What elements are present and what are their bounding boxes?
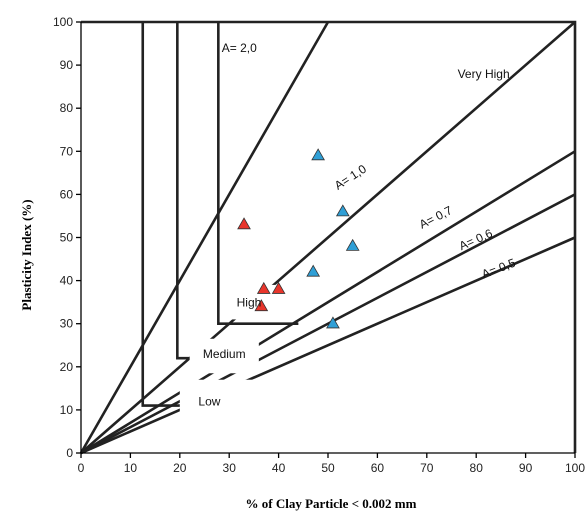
y-tick-label: 90 <box>60 58 74 72</box>
y-tick-label: 50 <box>60 231 74 245</box>
data-point <box>256 281 271 294</box>
activity-line <box>80 150 576 455</box>
x-tick-label: 40 <box>272 461 286 475</box>
zone-boundary <box>141 22 190 407</box>
zone-label: High <box>237 295 262 309</box>
x-tick-label: 50 <box>321 461 335 475</box>
zone-label: Low <box>198 395 220 409</box>
data-point <box>326 316 340 329</box>
zone-label: Medium <box>203 347 246 361</box>
activity-line <box>79 21 330 454</box>
activity-line <box>80 193 576 455</box>
y-axis-title: Plasticity Index (%) <box>19 199 34 310</box>
data-point <box>237 217 251 230</box>
x-tick-label: 0 <box>78 461 85 475</box>
y-tick-label: 0 <box>66 446 73 460</box>
x-tick-label: 60 <box>371 461 385 475</box>
chart-lines <box>79 20 577 455</box>
y-tick-label: 40 <box>60 274 74 288</box>
data-point <box>306 264 321 277</box>
x-tick-label: 90 <box>519 461 533 475</box>
data-point <box>335 204 350 217</box>
x-tick-label: 70 <box>420 461 434 475</box>
label-box <box>189 338 259 374</box>
y-tick-label: 30 <box>60 317 74 331</box>
data-point <box>345 238 360 251</box>
activity-line-label: A= 0,6 <box>457 226 495 253</box>
zone-label: Very High <box>458 67 510 81</box>
zone-boundary <box>217 22 299 326</box>
activity-line <box>80 21 576 454</box>
x-tick-label: 80 <box>470 461 484 475</box>
chart-ticks: 0 10 20 30 40 50 60 70 80 90 100 0 10 20 30 40 50 60 70 80 9… <box>53 15 585 475</box>
activity-line <box>80 236 576 455</box>
x-axis-title: % of Clay Particle < 0.002 mm <box>246 496 417 511</box>
data-point <box>271 281 286 294</box>
data-point <box>311 148 325 161</box>
data-point <box>254 299 269 312</box>
y-tick-label: 70 <box>60 144 74 158</box>
x-tick-label: 20 <box>173 461 187 475</box>
activity-line-label: A= 0,5 <box>480 256 518 282</box>
label-box <box>179 379 259 419</box>
activity-line-label: A= 2,0 <box>222 41 257 55</box>
chart-points <box>237 148 360 329</box>
x-tick-label: 30 <box>223 461 237 475</box>
y-tick-label: 20 <box>60 360 74 374</box>
x-tick-label: 10 <box>124 461 138 475</box>
y-tick-label: 10 <box>60 403 74 417</box>
y-tick-label: 100 <box>53 15 73 29</box>
zone-boundary <box>176 22 230 360</box>
y-tick-label: 60 <box>60 187 74 201</box>
y-tick-label: 80 <box>60 101 74 115</box>
activity-line-label: A= 1,0 <box>332 162 369 193</box>
x-tick-label: 100 <box>565 461 585 475</box>
